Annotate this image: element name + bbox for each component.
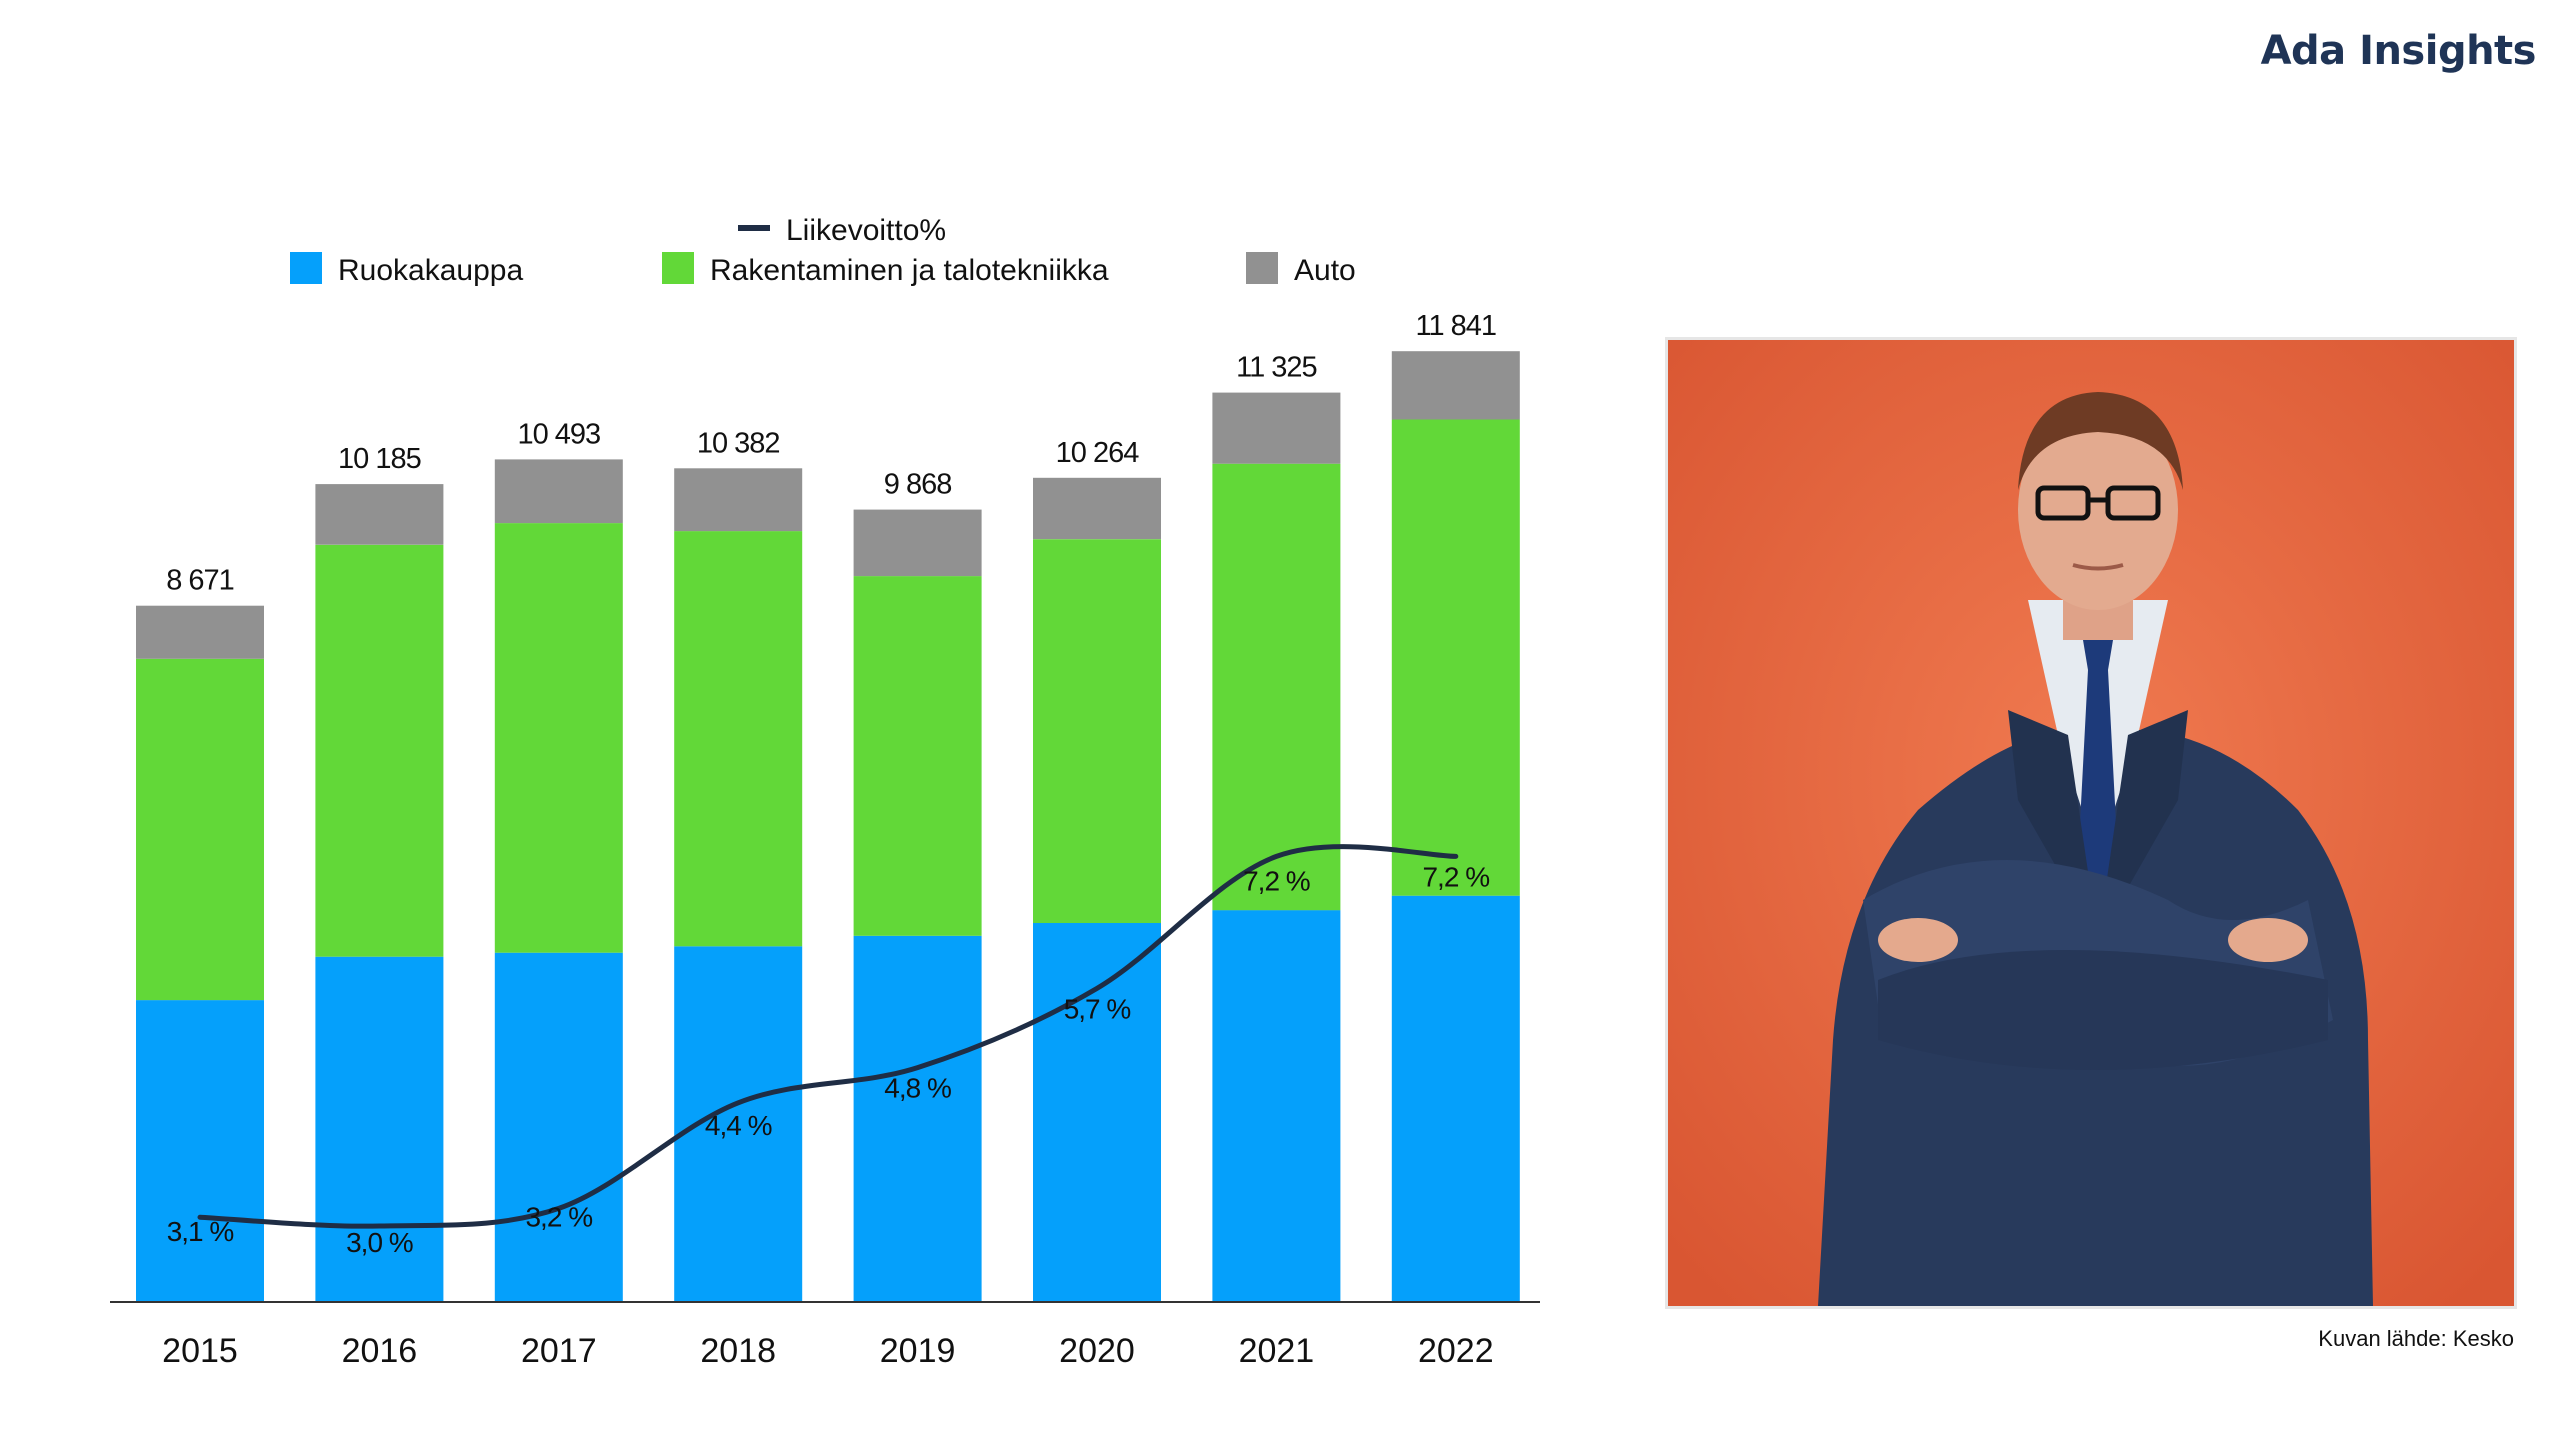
line-label-2018: 4,4 % xyxy=(705,1110,772,1141)
bar-rakentaminen-2015 xyxy=(136,658,264,1001)
total-label-2017: 10 493 xyxy=(517,418,600,450)
labels-layer: 8 671 2015 10 185 2016 10 493 2017 10 382 2018 9… xyxy=(162,310,1497,1370)
total-label-2021: 11 325 xyxy=(1236,352,1317,384)
bar-ruokakauppa-2015 xyxy=(136,1000,264,1302)
bars-layer xyxy=(136,351,1520,1302)
line-label-2019: 4,8 % xyxy=(884,1073,951,1104)
legend-label-1: Rakentaminen ja talotekniikka xyxy=(710,254,1109,287)
x-tick-2019: 2019 xyxy=(880,1332,956,1370)
total-label-2019: 9 868 xyxy=(884,469,952,501)
photo-credit: Kuvan lähde: Kesko xyxy=(2318,1326,2514,1351)
line-label-2021: 7,2 % xyxy=(1243,865,1310,896)
bar-auto-2022 xyxy=(1391,351,1520,420)
bar-rakentaminen-2017 xyxy=(494,523,623,953)
total-label-2018: 10 382 xyxy=(697,427,780,459)
bar-rakentaminen-2022 xyxy=(1391,419,1520,896)
legend-item-line: Liikevoitto% xyxy=(738,214,946,247)
bar-ruokakauppa-2017 xyxy=(494,952,623,1302)
portrait-photo xyxy=(1668,340,2514,1306)
bar-auto-2015 xyxy=(136,605,264,659)
brand-logo: Ada Insights xyxy=(2260,28,2537,74)
bar-ruokakauppa-2020 xyxy=(1033,923,1161,1302)
line-liikevoitto xyxy=(197,844,1459,1229)
total-label-2022: 11 841 xyxy=(1416,310,1497,342)
legend-swatch-0 xyxy=(290,252,322,284)
x-tick-2015: 2015 xyxy=(162,1332,238,1370)
portrait-illustration xyxy=(1668,340,2514,1306)
legend-label-0: Ruokakauppa xyxy=(338,254,523,287)
line-label-2015: 3,1 % xyxy=(167,1216,234,1247)
bar-ruokakauppa-2016 xyxy=(315,956,444,1302)
legend-item-1: Rakentaminen ja talotekniikka xyxy=(662,252,1109,287)
legend-label-line: Liikevoitto% xyxy=(786,214,946,247)
x-tick-2022: 2022 xyxy=(1418,1332,1494,1370)
x-tick-2021: 2021 xyxy=(1239,1332,1315,1370)
bar-ruokakauppa-2021 xyxy=(1212,910,1341,1302)
bar-ruokakauppa-2022 xyxy=(1391,895,1520,1302)
bar-auto-2018 xyxy=(674,468,803,532)
bar-rakentaminen-2021 xyxy=(1212,463,1341,911)
legend-swatch-1 xyxy=(662,252,694,284)
legend-label-2: Auto xyxy=(1294,254,1356,287)
stacked-bar-chart: Liikevoitto% Ruokakauppa Rakentaminen ja t… xyxy=(110,214,1540,1370)
legend-item-0: Ruokakauppa xyxy=(290,252,523,287)
x-tick-2016: 2016 xyxy=(342,1332,418,1370)
x-tick-2017: 2017 xyxy=(521,1332,597,1370)
x-tick-2020: 2020 xyxy=(1059,1332,1135,1370)
line-label-2022: 7,2 % xyxy=(1422,861,1489,892)
bar-rakentaminen-2020 xyxy=(1033,539,1161,923)
bar-auto-2017 xyxy=(494,459,623,524)
total-label-2016: 10 185 xyxy=(338,443,421,475)
legend-swatch-2 xyxy=(1246,252,1278,284)
legend-item-2: Auto xyxy=(1246,252,1356,287)
bar-rakentaminen-2016 xyxy=(315,544,444,957)
bar-auto-2016 xyxy=(315,484,444,545)
total-label-2020: 10 264 xyxy=(1056,437,1140,469)
chart-legend: Liikevoitto% Ruokakauppa Rakentaminen ja t… xyxy=(290,214,1356,287)
bar-auto-2019 xyxy=(853,509,982,577)
line-label-2016: 3,0 % xyxy=(346,1227,413,1258)
line-label-2020: 5,7 % xyxy=(1064,993,1131,1024)
line-layer xyxy=(197,844,1459,1229)
bar-rakentaminen-2018 xyxy=(674,531,803,947)
x-tick-2018: 2018 xyxy=(700,1332,776,1370)
bar-ruokakauppa-2019 xyxy=(853,935,982,1302)
line-label-2017: 3,2 % xyxy=(525,1201,592,1232)
bar-auto-2020 xyxy=(1033,477,1161,540)
bar-auto-2021 xyxy=(1212,392,1341,464)
total-label-2015: 8 671 xyxy=(166,565,234,597)
bar-rakentaminen-2019 xyxy=(853,576,982,936)
